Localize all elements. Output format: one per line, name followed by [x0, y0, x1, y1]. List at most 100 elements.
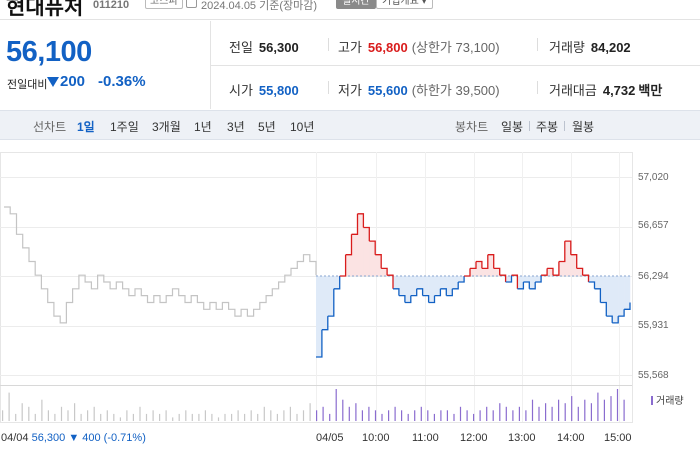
- volume-bar: [237, 410, 239, 421]
- tab-period-1w[interactable]: 1주일: [110, 120, 139, 134]
- tab-period-3y[interactable]: 3년: [227, 120, 245, 134]
- series-fill: [333, 276, 340, 289]
- volume-bar: [198, 413, 200, 421]
- prev-close-value: 56,300: [258, 40, 299, 55]
- series-line-today: [369, 240, 376, 255]
- volume-bar: [106, 410, 108, 421]
- series-fill: [321, 276, 329, 330]
- volume-bar: [440, 410, 442, 421]
- volume-bar: [348, 406, 350, 421]
- realtime-button[interactable]: 실시간: [336, 0, 376, 9]
- tab-period-5y[interactable]: 5년: [258, 120, 276, 134]
- tab-period-1d[interactable]: 1일: [77, 120, 95, 134]
- volume-bar: [224, 413, 226, 421]
- series-fill: [351, 234, 358, 276]
- volume-bar: [420, 406, 422, 421]
- volume-bar: [407, 413, 409, 421]
- volume-bar: [74, 403, 76, 421]
- volume-bar: [257, 413, 259, 421]
- series-fill: [588, 276, 595, 282]
- series-line-today: [375, 254, 382, 269]
- series-line-today: [558, 241, 566, 263]
- prev-close-label: 전일: [229, 40, 253, 55]
- volume-bar: [329, 413, 331, 421]
- stock-code: 011210: [93, 0, 130, 11]
- series-fill: [535, 276, 542, 282]
- volume-bar: [67, 410, 69, 421]
- tab-period-1y[interactable]: 1년: [194, 120, 212, 134]
- series-fill: [564, 241, 571, 276]
- series-line-today: [357, 213, 365, 228]
- volume-bar: [355, 403, 357, 421]
- series-fill: [576, 268, 583, 276]
- tab-period-3m[interactable]: 3개월: [152, 120, 181, 134]
- x-tick-label: 15:00: [604, 432, 632, 444]
- series-line-today: [440, 288, 447, 296]
- volume-bar: [119, 417, 121, 421]
- y-tick-label: 56,657: [638, 220, 669, 231]
- amount-cell: 거래대금 4,732 백만: [549, 80, 662, 99]
- volume-bar: [47, 410, 49, 421]
- lower-limit: (하한가 39,500): [411, 83, 500, 98]
- price-summary: 56,100 전일대비 200 -0.36%: [0, 21, 210, 109]
- tab-period-10y[interactable]: 10년: [290, 120, 315, 134]
- price-chart: 57,020 56,657 56,294 55,931 55,568 거래량 0…: [0, 140, 700, 450]
- volume-bar: [466, 410, 468, 421]
- volume-bar: [270, 410, 272, 421]
- volume-bar: [145, 413, 148, 421]
- tab-candle-daily[interactable]: 일봉: [501, 120, 524, 134]
- volume-bar: [21, 403, 23, 421]
- series-fill: [570, 254, 577, 276]
- volume-bar: [492, 410, 494, 421]
- y-tick-label: 56,294: [638, 271, 669, 282]
- volume-bar: [159, 413, 161, 421]
- x-tick-label: 14:00: [557, 432, 585, 444]
- stock-header: 현대퓨처 011210 코스피 2024.04.05 기준(장마감) 실시간 기…: [0, 0, 700, 20]
- series-line-today: [624, 302, 631, 310]
- series-fill: [606, 276, 613, 317]
- volume-label: 거래량: [549, 40, 585, 55]
- volume-bar: [571, 396, 573, 421]
- series-fill: [393, 276, 400, 289]
- series-fill: [446, 276, 453, 296]
- series-line-today: [321, 316, 329, 331]
- series-line-today: [333, 276, 341, 290]
- series-line-today: [570, 254, 578, 269]
- series-line-today: [387, 274, 394, 289]
- volume-bar: [244, 413, 246, 421]
- series-line-today: [345, 234, 353, 256]
- volume-bar: [603, 399, 605, 421]
- series-line-today: [588, 281, 596, 289]
- company-overview-button[interactable]: 기업개요 ▾: [376, 0, 433, 9]
- series-line-today: [327, 288, 335, 317]
- series-fill: [416, 276, 423, 289]
- volume-bar: [139, 406, 141, 421]
- series-fill: [493, 268, 500, 276]
- series-fill: [517, 276, 524, 289]
- volume-bar: [374, 410, 377, 421]
- series-fill: [547, 268, 554, 276]
- prev-day-summary: 04/04 56,300 ▼ 400 (-0.71%): [1, 432, 146, 444]
- volume-bar: [459, 406, 462, 421]
- volume-bar: [545, 403, 547, 421]
- low-label: 저가: [338, 83, 362, 98]
- series-fill: [357, 213, 364, 276]
- tab-candle-monthly[interactable]: 월봉: [572, 120, 595, 134]
- volume-bar: [211, 413, 213, 421]
- series-fill: [404, 276, 412, 303]
- series-line-today: [606, 315, 613, 323]
- series-line-today: [499, 274, 507, 282]
- candle-chart-label: 봉차트: [455, 120, 489, 134]
- series-line-today: [600, 301, 607, 317]
- series-line-today: [339, 254, 347, 277]
- series-line-today: [576, 267, 584, 276]
- series-line-today: [410, 288, 418, 297]
- volume-bar: [302, 410, 305, 421]
- low-cell: 저가 55,600 (하한가 39,500): [338, 80, 500, 99]
- tab-candle-weekly[interactable]: 주봉: [536, 120, 559, 134]
- series-fill: [440, 276, 447, 289]
- series-fill: [458, 276, 465, 282]
- volume-bar: [551, 406, 553, 421]
- volume-legend-label: 거래량: [656, 396, 684, 407]
- volume-bar: [499, 403, 501, 421]
